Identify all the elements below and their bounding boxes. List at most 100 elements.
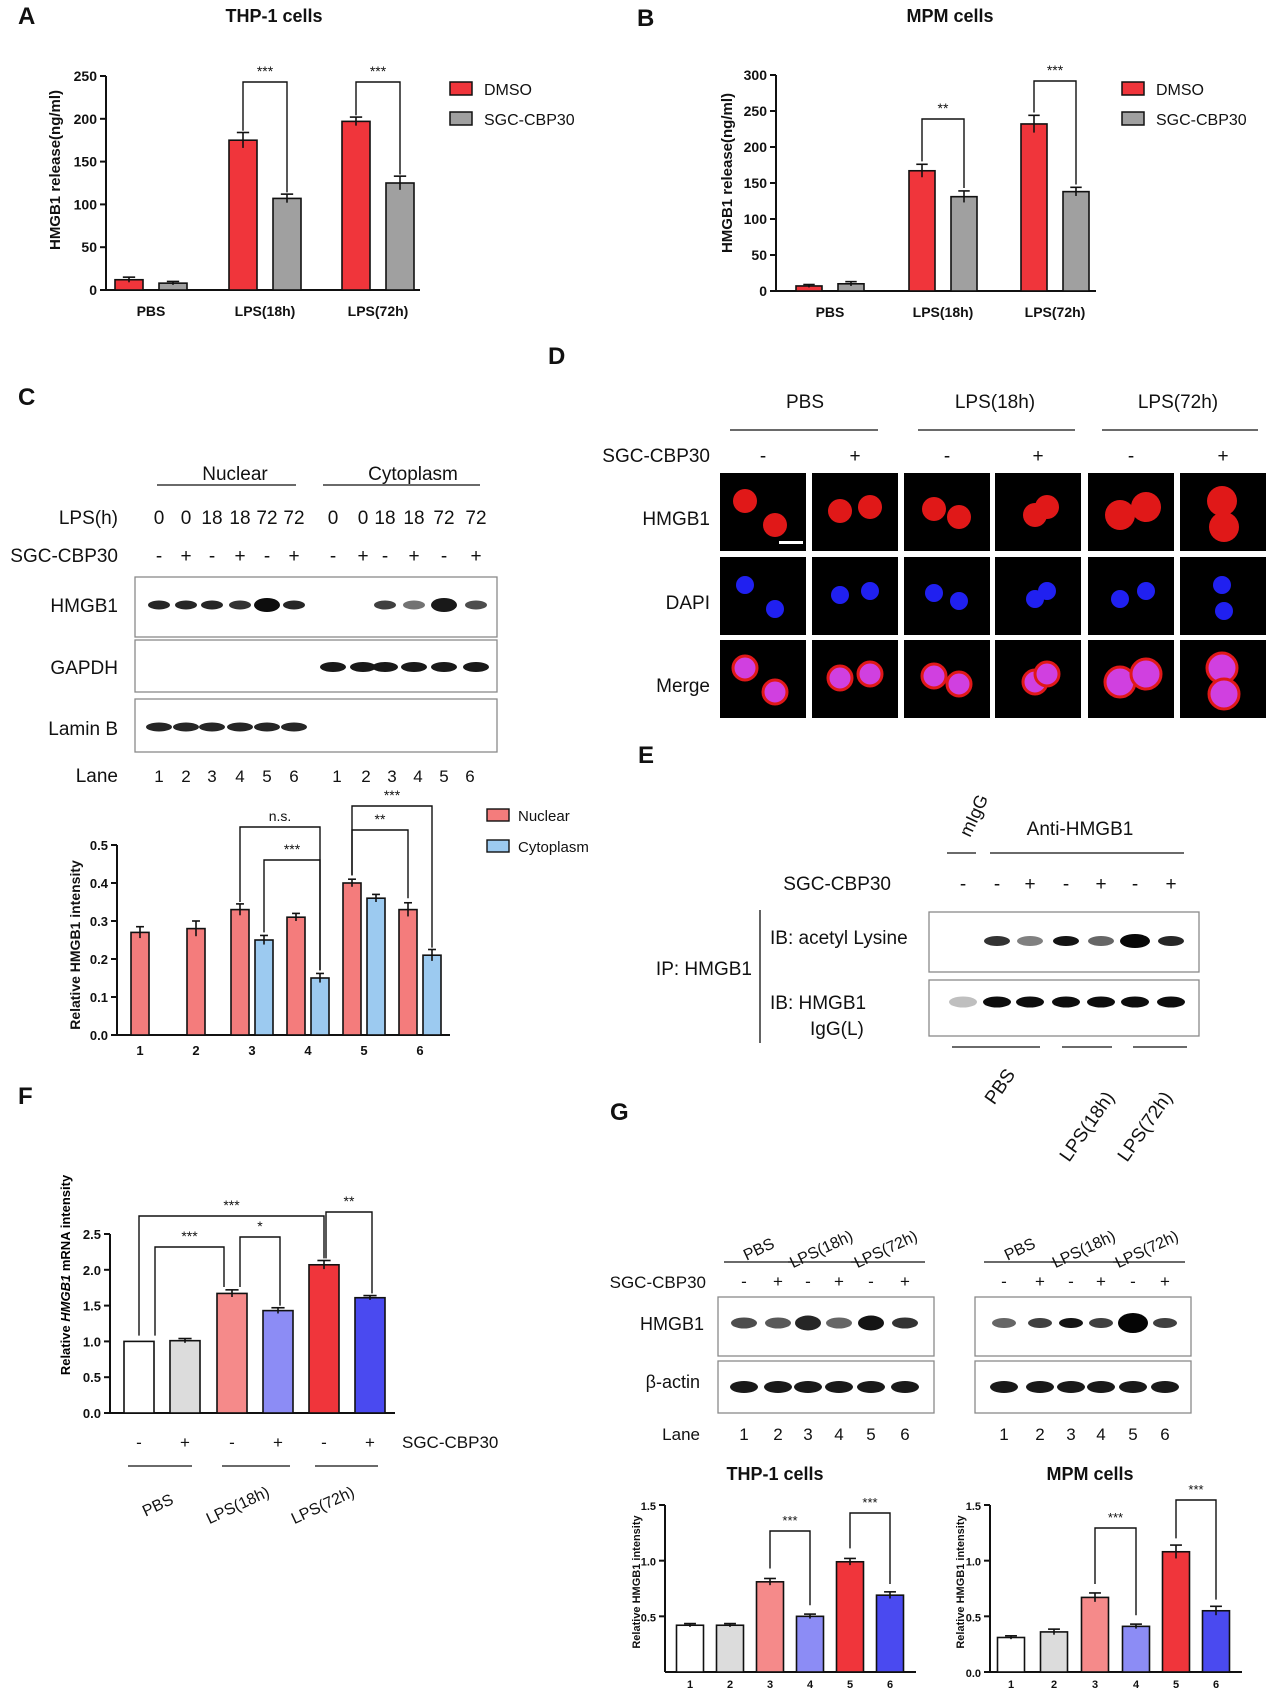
panel-a-sig-1-bracket (242, 81, 288, 193)
panel-g-left-lane: 1 (739, 1425, 748, 1444)
panel-g-chart-2-sig-2-label: *** (1188, 1482, 1203, 1497)
panel-g-right-actin-band (1151, 1381, 1179, 1393)
panel-d-sgc-value: + (849, 446, 860, 467)
panel-d-cell (733, 656, 757, 680)
panel-c-laminb-band (254, 722, 280, 732)
panel-g-right-sgc-value: + (1035, 1272, 1045, 1291)
panel-c-sig-3-bracket (351, 805, 433, 948)
panel-e-ib2-label: IB: HMGB1 (770, 993, 866, 1014)
panel-f-sig-2-label: *** (181, 1228, 198, 1244)
panel-b-bar-3 (1020, 123, 1048, 292)
panel-f-bar-4 (262, 1309, 294, 1414)
panel-g-chart-2-bar-5 (1161, 1550, 1191, 1673)
panel-d-cell (828, 666, 852, 690)
panel-c-hmgb1-band (254, 598, 280, 612)
panel-c-laminb-band (173, 722, 199, 732)
panel-d-cell (1213, 576, 1231, 594)
panel-g-left-condition: LPS(72h) (852, 1228, 920, 1272)
panel-g-chart-2-y-tick-label: 0.5 (966, 1612, 981, 1624)
panel-a-y-tick-label: 250 (74, 68, 98, 84)
panel-c-sgc-value: - (209, 546, 215, 567)
panel-b-x-tick-label: LPS(18h) (913, 304, 974, 320)
panel-g-left-hmgb1-band (795, 1315, 821, 1331)
panel-c-chart-y-tick-label: 0.0 (90, 1028, 108, 1043)
panel-e-blot-2 (928, 979, 1200, 1037)
panel-c-lps-value: 0 (154, 508, 165, 529)
panel-c-lps-value: 72 (256, 508, 277, 529)
panel-label-e: E (638, 742, 654, 769)
panel-f-sig-4-label: ** (344, 1193, 355, 1209)
panel-c-laminb-band (227, 722, 253, 732)
panel-g-right-lane: 3 (1066, 1425, 1075, 1444)
panel-g-chart-1-sig-2-label: *** (862, 1495, 877, 1510)
panel-g-chart-2-x-tick-label: 2 (1051, 1679, 1057, 1690)
panel-b-x-tick-label: PBS (816, 304, 845, 320)
panel-c-chart-bar-4 (286, 916, 306, 1036)
panel-e-sgc-value: - (960, 874, 966, 895)
panel-d-cell-rim (920, 662, 948, 690)
panel-g-chart-title-2: MPM cells (1046, 1464, 1133, 1484)
panel-e-sgc-value: + (1024, 874, 1035, 895)
panel-d-cell (736, 576, 754, 594)
panel-d-row-label: HMGB1 (642, 509, 710, 530)
panel-g-right-sgc-value: - (1001, 1272, 1007, 1291)
panel-f-bar-6 (354, 1296, 386, 1414)
panel-c-lps-value: 0 (358, 508, 369, 529)
panel-c-chart-y-tick-label: 0.2 (90, 952, 108, 967)
panel-g-chart-1-y-tick-label: 0.5 (641, 1612, 656, 1624)
panel-a-legend-dmso-swatch (449, 81, 473, 96)
panel-c-chart-bar-9 (254, 939, 274, 1036)
panel-g-right-actin-band (1057, 1381, 1085, 1393)
panel-g-chart-2-x-tick-label: 4 (1133, 1679, 1140, 1690)
panel-d-sgc-value: - (944, 446, 950, 467)
panel-g-chart-2-sig-1-bracket (1094, 1527, 1137, 1616)
panel-f-sgc-value: - (321, 1433, 327, 1452)
panel-c-hmgb1-band (374, 600, 396, 610)
panel-g-left-sgc-value: - (805, 1272, 811, 1291)
panel-g-chart-2-bar-2 (1039, 1631, 1069, 1673)
panel-b-y-label: HMGB1 release(ng/ml) (719, 93, 736, 253)
panel-c-sgc-value: + (408, 546, 419, 567)
panel-c-sgc-value: - (330, 546, 336, 567)
panel-d-micrograph (1088, 557, 1174, 635)
panel-a-bar-5 (272, 197, 302, 291)
panel-d-micrograph (720, 640, 806, 718)
panel-d-cell-rim (731, 654, 759, 682)
panel-g-left-hmgb1-band (731, 1317, 757, 1329)
panel-c-lane-number: 6 (289, 767, 298, 786)
panel-e-sgc-value: - (1063, 874, 1069, 895)
panel-c-lane-number: 5 (439, 767, 448, 786)
panel-b-bar-6 (1062, 190, 1090, 292)
panel-c-lane-number: 1 (332, 767, 341, 786)
panel-f-y-label: Relative HMGB1 mRNA intensity (58, 1174, 73, 1375)
panel-b-legend-sgc-swatch (1121, 111, 1145, 126)
panel-g-right-hmgb1-band (1059, 1318, 1083, 1328)
panel-g-left-lane: 3 (803, 1425, 812, 1444)
panel-g-chart-1-y-tick-label: 1.0 (641, 1557, 656, 1569)
panel-g-chart-2-x-tick-label: 6 (1213, 1679, 1219, 1690)
panel-g-right-lane: 6 (1160, 1425, 1169, 1444)
panel-b-sig-1-bracket (921, 118, 965, 189)
panel-f-sgc-value: + (365, 1433, 375, 1452)
panel-d-cell (922, 664, 946, 688)
panel-e-sgc-value: + (1165, 874, 1176, 895)
panel-d-micrograph (904, 557, 990, 635)
panel-a-x-tick-label: LPS(18h) (235, 303, 296, 319)
panel-d-cell-rim (761, 678, 789, 706)
panel-c-sig-1-bracket (263, 859, 321, 971)
panel-label-c: C (18, 384, 35, 411)
panel-f-sig-3-label: * (257, 1218, 263, 1234)
panel-c-blot-label: Lamin B (48, 719, 118, 740)
panel-c-chart-y-tick-label: 0.3 (90, 914, 108, 929)
panel-c-lps-value: 0 (181, 508, 192, 529)
panel-d-cell (1105, 500, 1135, 530)
panel-f-y-label-part: HMGB1 (58, 1275, 73, 1322)
panel-c-chart-y-tick-label: 0.5 (90, 838, 108, 853)
panel-g-chart-2-sig-2-bracket (1175, 1499, 1217, 1600)
panel-c-chart-bar-5 (342, 882, 362, 1036)
panel-g-chart-1-x-tick-label: 6 (887, 1679, 893, 1690)
panel-a-bar-2 (228, 139, 258, 291)
panel-c-lps-value: 18 (201, 508, 222, 529)
panel-g-right-sgc-value: + (1096, 1272, 1106, 1291)
panel-g-chart-2-x-tick-label: 1 (1008, 1679, 1014, 1690)
